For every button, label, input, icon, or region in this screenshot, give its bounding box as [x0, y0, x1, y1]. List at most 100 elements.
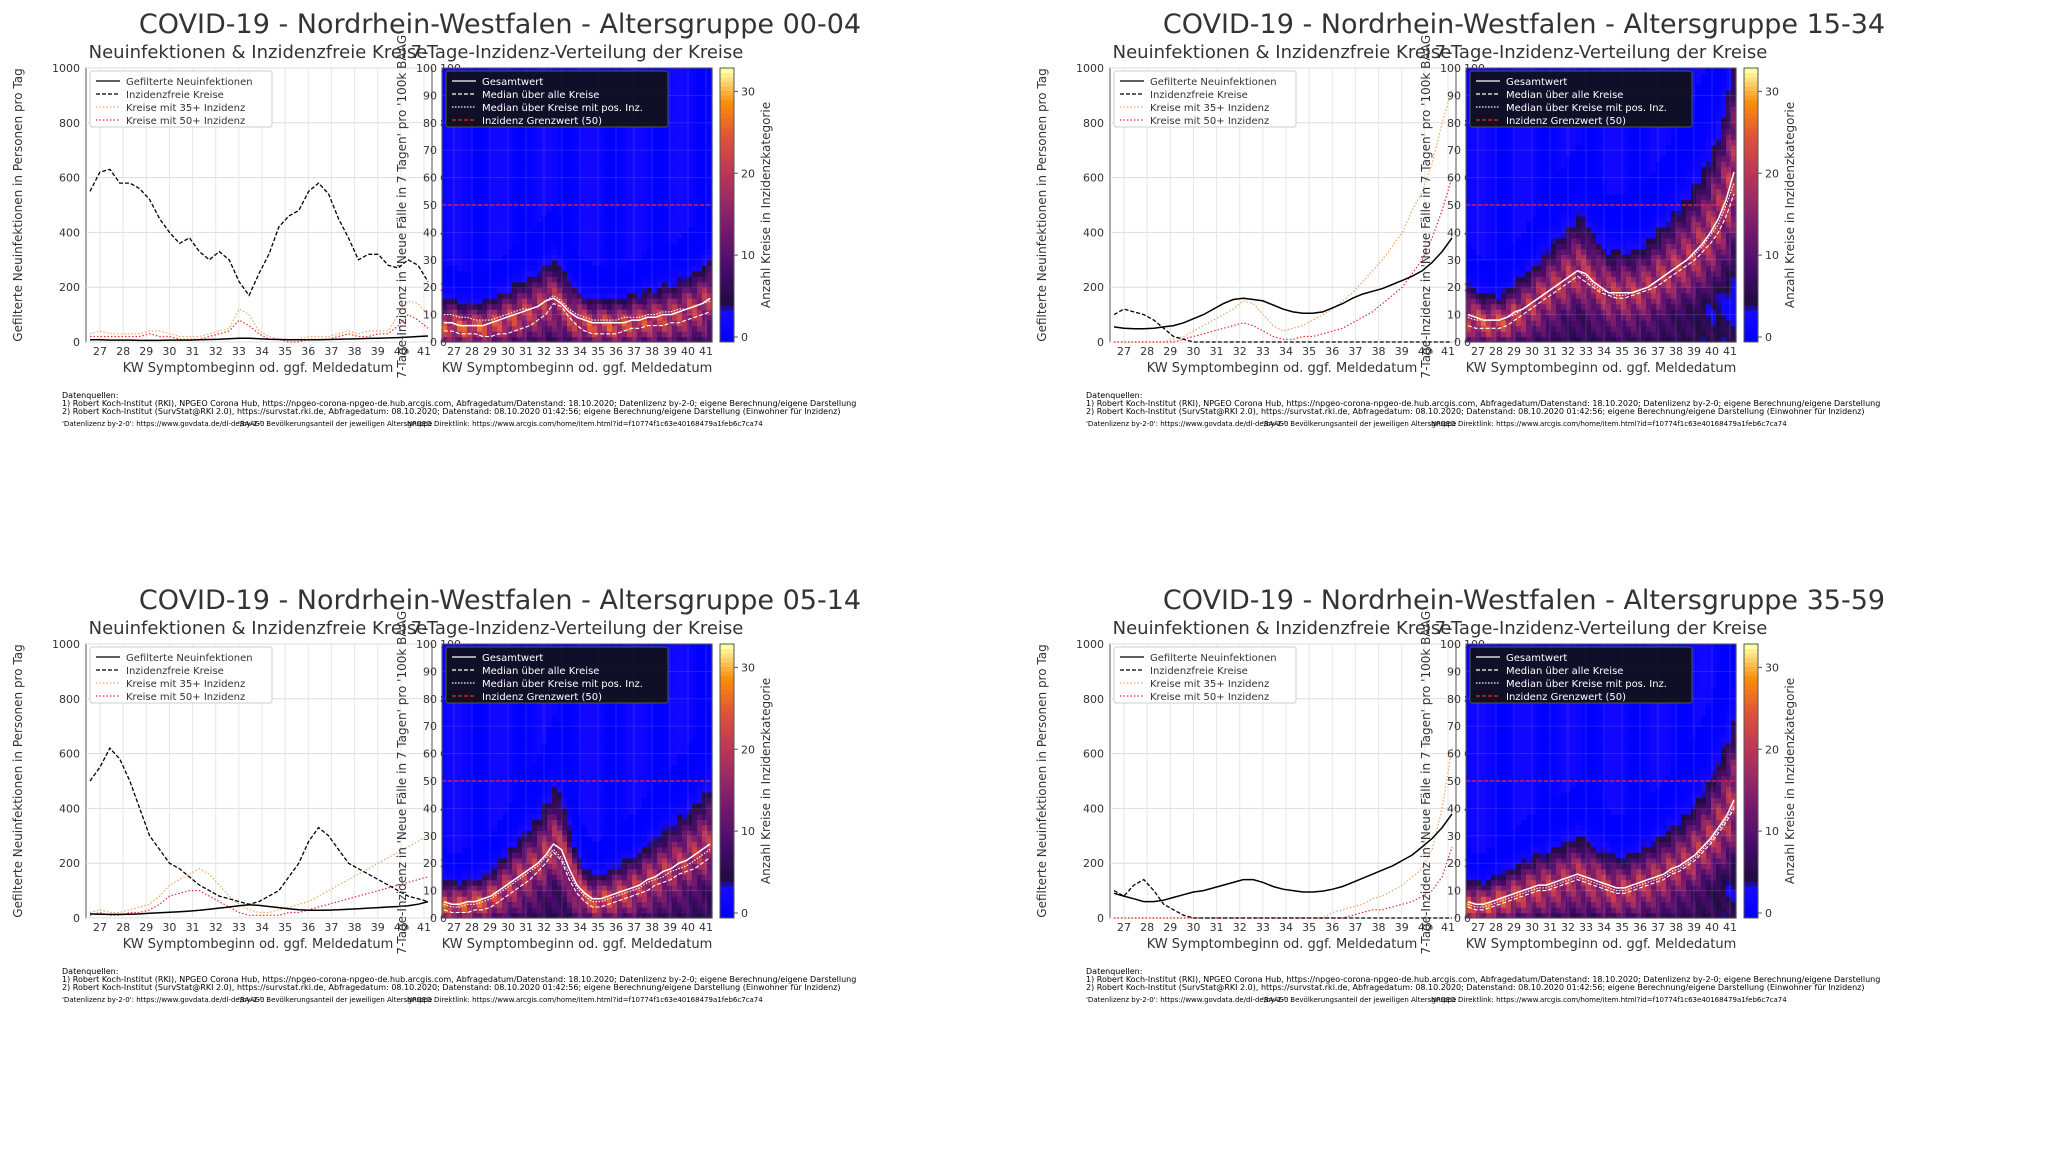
- heatmap-cell: [1556, 309, 1562, 316]
- colorbar-step: [720, 163, 734, 169]
- heatmap-cell: [552, 194, 558, 201]
- heatmap-cell: [677, 248, 683, 255]
- heatmap-cell: [597, 210, 603, 217]
- heatmap-cell: [557, 139, 563, 146]
- heatmap-cell: [557, 270, 563, 277]
- heatmap-cell: [1571, 281, 1577, 288]
- heatmap-cell: [1636, 336, 1642, 343]
- heatmap-cell: [692, 237, 698, 244]
- heatmap-cell: [1561, 215, 1567, 223]
- heatmap-cell: [497, 232, 503, 239]
- heatmap-cell: [502, 309, 508, 316]
- heatmap-cell: [672, 144, 678, 151]
- heatmap-cell: [597, 139, 603, 146]
- heatmap-cell: [1661, 226, 1667, 233]
- heatmap-cell: [522, 276, 528, 283]
- heatmap-cell: [627, 237, 633, 244]
- heatmap-cell: [612, 139, 618, 146]
- heatmap-cell: [1576, 248, 1582, 255]
- heatmap-cell: [487, 155, 493, 162]
- heatmap-cell: [1626, 210, 1632, 217]
- colorbar-step: [720, 86, 734, 92]
- heatmap-cell: [512, 150, 518, 157]
- heatmap-cell: [457, 194, 463, 201]
- heatmap-cell: [667, 78, 673, 86]
- heatmap-cell: [632, 254, 638, 261]
- heatmap-cell: [1491, 259, 1497, 266]
- heatmap-cell: [1511, 194, 1517, 201]
- heatmap-cell: [1661, 281, 1667, 288]
- heatmap-cell: [1611, 133, 1617, 140]
- heatmap-cell: [467, 336, 473, 343]
- heatmap-cell: [462, 172, 468, 179]
- heatmap-cell: [517, 226, 523, 233]
- heatmap-cell: [1551, 314, 1557, 321]
- heatmap-cell: [1606, 265, 1612, 272]
- heatmap-cell: [1541, 194, 1547, 201]
- heatmap-cell: [1526, 259, 1532, 266]
- heatmap-cell: [1596, 237, 1602, 244]
- heatmap-cell: [547, 150, 553, 157]
- heatmap-cell: [707, 320, 713, 327]
- heatmap-cell: [667, 226, 673, 233]
- heatmap-cell: [607, 150, 613, 157]
- heatmap-cell: [527, 161, 533, 168]
- heatmap-cell: [1571, 254, 1577, 261]
- heatmap-cell: [532, 177, 538, 184]
- heatmap-cell: [557, 320, 563, 327]
- heatmap-cell: [497, 194, 503, 201]
- heatmap-cell: [542, 226, 548, 233]
- heatmap-cell: [617, 331, 623, 338]
- heatmap-cell: [472, 161, 478, 168]
- heatmap-cell: [1546, 226, 1552, 233]
- heatmap-cell: [482, 221, 488, 228]
- heatmap-cell: [1551, 309, 1557, 316]
- heatmap-cell: [1566, 248, 1572, 255]
- heatmap-cell: [1641, 150, 1647, 157]
- heatmap-cell: [667, 215, 673, 223]
- heatmap-cell: [452, 270, 458, 277]
- heatmap-cell: [627, 309, 633, 316]
- heatmap-cell: [1636, 144, 1642, 151]
- heatmap-cell: [692, 89, 698, 96]
- heatmap-cell: [482, 254, 488, 261]
- heatmap-cell: [1611, 221, 1617, 228]
- heatmap-cell: [1561, 177, 1567, 184]
- heatmap-cell: [707, 199, 713, 206]
- heatmap-cell: [572, 265, 578, 272]
- heatmap-cell: [667, 172, 673, 179]
- heatmap-x-tick-label: 29: [483, 345, 497, 358]
- heatmap-cell: [1581, 144, 1587, 151]
- heatmap-cell: [1551, 139, 1557, 146]
- heatmap-cell: [602, 232, 608, 239]
- heatmap-cell: [682, 117, 688, 124]
- heatmap-cell: [1536, 144, 1542, 151]
- heatmap-cell: [512, 325, 518, 332]
- heatmap-cell: [1506, 128, 1512, 135]
- heatmap-cell: [1596, 205, 1602, 212]
- heatmap-cell: [562, 320, 568, 327]
- heatmap-cell: [1526, 194, 1532, 201]
- heatmap-cell: [592, 221, 598, 228]
- heatmap-cell: [1606, 336, 1612, 343]
- heatmap-cell: [472, 221, 478, 228]
- heatmap-cell: [1586, 336, 1592, 343]
- heatmap-cell: [577, 139, 583, 146]
- heatmap-cell: [1511, 188, 1517, 195]
- heatmap-cell: [1491, 194, 1497, 201]
- heatmap-cell: [1496, 161, 1502, 168]
- heatmap-cell: [1656, 298, 1662, 305]
- heatmap-cell: [697, 226, 703, 233]
- heatmap-cell: [597, 254, 603, 261]
- heatmap-cell: [1471, 128, 1477, 135]
- heatmap-cell: [492, 287, 498, 294]
- heatmap-cell: [1511, 144, 1517, 151]
- heatmap-cell: [672, 150, 678, 157]
- heatmap-cell: [562, 298, 568, 305]
- heatmap-cell: [447, 133, 453, 140]
- heatmap-cell: [707, 155, 713, 162]
- heatmap-cell: [552, 183, 558, 190]
- heatmap-cell: [682, 336, 688, 343]
- heatmap-cell: [452, 287, 458, 294]
- heatmap-cell: [502, 254, 508, 261]
